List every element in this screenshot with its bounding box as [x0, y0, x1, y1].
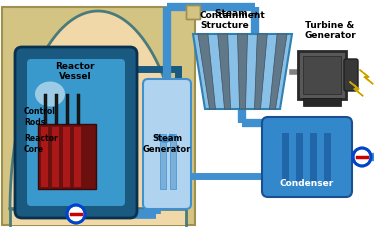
- Bar: [282, 133, 289, 181]
- Bar: [303, 56, 341, 94]
- Bar: [40, 126, 48, 187]
- Circle shape: [67, 205, 85, 223]
- Bar: [186, 5, 200, 19]
- Bar: [77, 94, 80, 124]
- Text: Turbine &
Generator: Turbine & Generator: [305, 21, 357, 40]
- Bar: [51, 126, 59, 187]
- Polygon shape: [10, 11, 186, 209]
- Text: Reactor
Core: Reactor Core: [24, 134, 58, 154]
- Bar: [296, 133, 303, 181]
- Bar: [73, 126, 81, 187]
- Polygon shape: [193, 34, 292, 109]
- Bar: [55, 94, 58, 124]
- Bar: [38, 124, 96, 189]
- Polygon shape: [350, 82, 363, 96]
- Polygon shape: [270, 34, 287, 109]
- Text: Steam
Generator: Steam Generator: [143, 134, 191, 154]
- Bar: [310, 133, 317, 181]
- Text: Containment
Structure: Containment Structure: [200, 11, 266, 30]
- Polygon shape: [360, 70, 373, 84]
- Bar: [10, 209, 186, 225]
- FancyBboxPatch shape: [262, 117, 352, 197]
- Polygon shape: [218, 34, 230, 109]
- Text: Control
Rods: Control Rods: [24, 107, 56, 127]
- Bar: [2, 7, 195, 225]
- Text: Reactor
Vessel: Reactor Vessel: [55, 62, 95, 81]
- Bar: [66, 94, 69, 124]
- Bar: [62, 126, 70, 187]
- Bar: [44, 94, 47, 124]
- Polygon shape: [198, 34, 215, 109]
- Circle shape: [353, 148, 371, 166]
- FancyBboxPatch shape: [15, 47, 137, 218]
- Bar: [170, 134, 176, 189]
- Polygon shape: [237, 34, 248, 109]
- FancyBboxPatch shape: [26, 58, 126, 207]
- Text: Steam →: Steam →: [215, 9, 258, 19]
- Bar: [324, 133, 331, 181]
- Bar: [298, 51, 346, 99]
- Text: Condenser: Condenser: [280, 179, 334, 188]
- Bar: [186, 5, 200, 19]
- Ellipse shape: [35, 82, 65, 106]
- Bar: [160, 134, 166, 189]
- FancyBboxPatch shape: [143, 79, 191, 209]
- Bar: [303, 98, 341, 106]
- Polygon shape: [254, 34, 267, 109]
- FancyBboxPatch shape: [344, 59, 358, 91]
